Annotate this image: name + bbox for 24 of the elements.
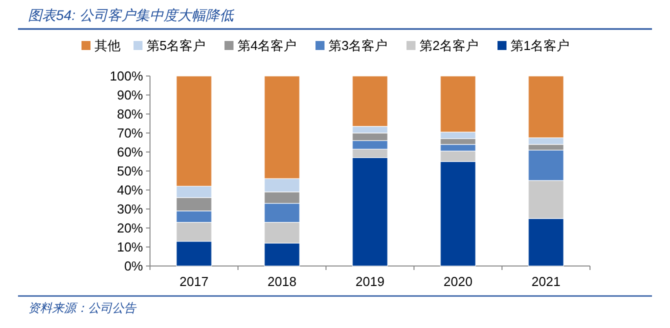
legend-label: 第3名客户 [328, 38, 388, 53]
y-tick-label: 80% [116, 106, 144, 122]
y-tick-label: 20% [116, 220, 144, 236]
legend-label: 其他 [94, 38, 120, 53]
x-tick-label: 2021 [532, 274, 560, 289]
y-tick-label: 40% [116, 182, 144, 198]
y-tick-label: 10% [116, 240, 144, 254]
y-tick-label: 60% [116, 144, 144, 160]
x-tick-label: 2017 [180, 274, 208, 289]
text: 资料来源：公司公告 [28, 301, 137, 315]
y-tick-label: 100% [110, 68, 144, 84]
chart-title: 图表54: 公司客户集中度大幅降低 [28, 7, 234, 23]
y-tick-label: 90% [116, 88, 144, 102]
legend-label: 第5名客户 [146, 38, 206, 53]
x-tick-label: 2018 [268, 274, 296, 289]
x-tick-label: 2019 [356, 274, 384, 289]
y-tick-label: 50% [116, 164, 144, 178]
legend-label: 第4名客户 [238, 38, 297, 53]
y-tick-label: 30% [116, 202, 144, 216]
legend-label: 第1名客户 [510, 38, 570, 53]
y-tick-label: 70% [116, 126, 144, 140]
y-tick-label: 0% [124, 258, 144, 274]
legend-label: 第2名客户 [420, 38, 479, 53]
x-tick-label: 2020 [444, 274, 472, 289]
